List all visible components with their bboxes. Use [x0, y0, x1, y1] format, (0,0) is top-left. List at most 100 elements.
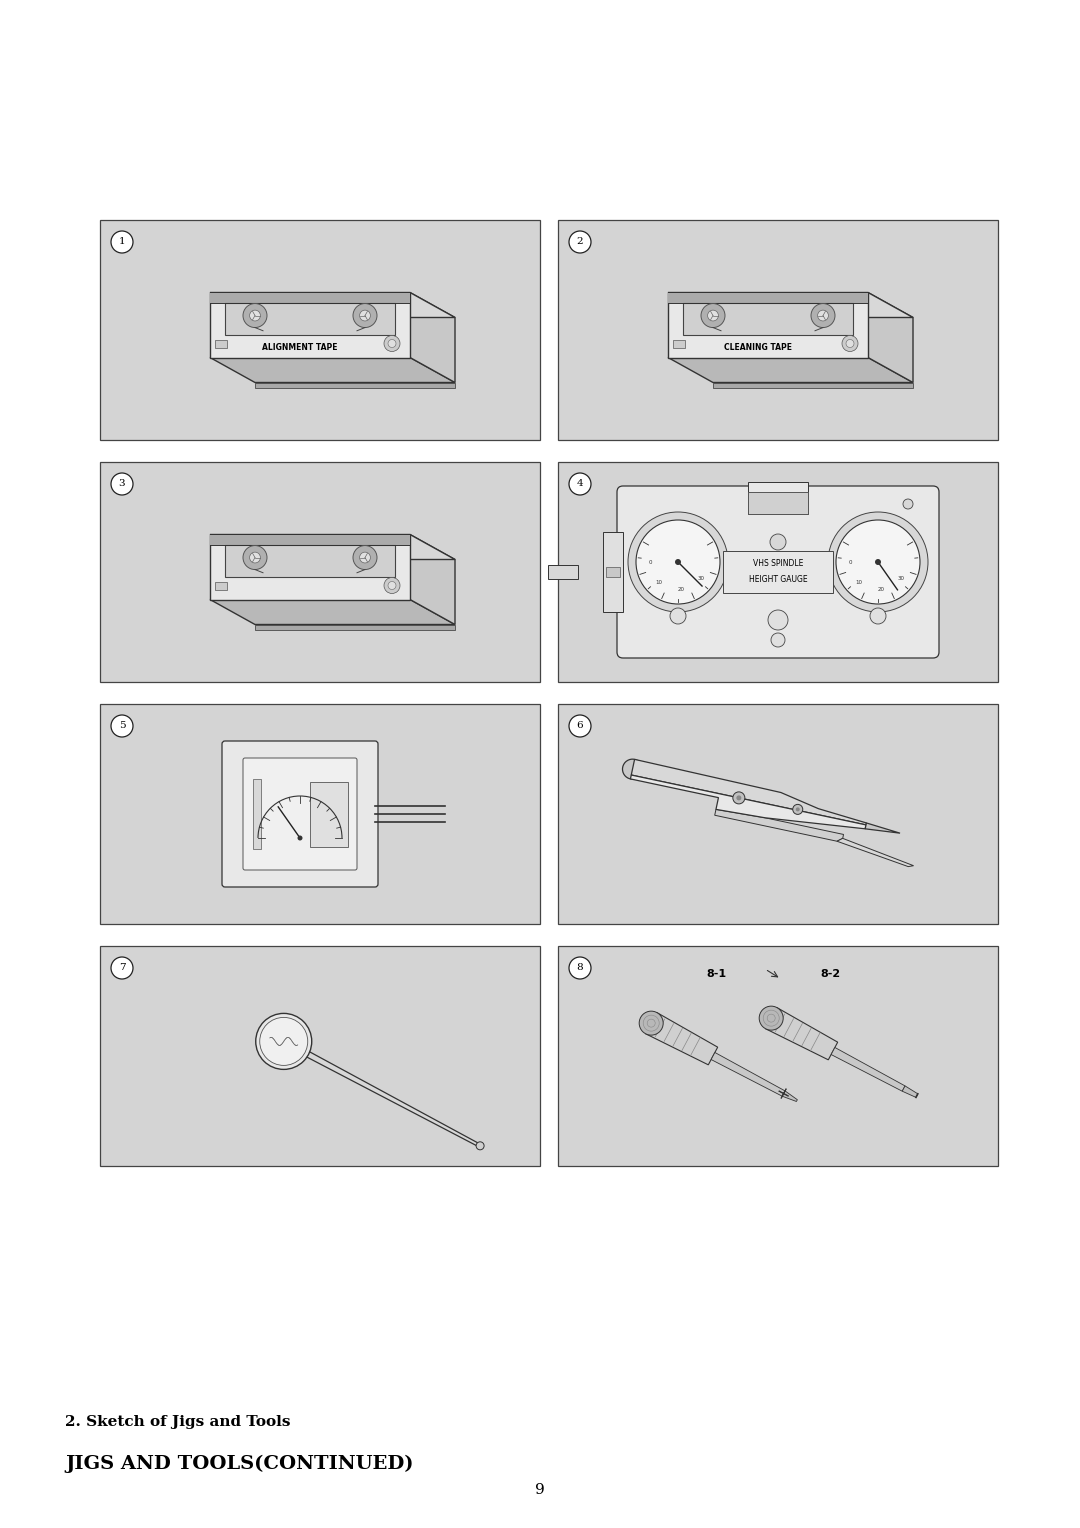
Text: CLEANING TAPE: CLEANING TAPE [724, 342, 792, 351]
Polygon shape [210, 599, 455, 625]
FancyBboxPatch shape [222, 741, 378, 886]
Bar [558, 704, 998, 924]
Polygon shape [255, 382, 455, 388]
Text: VHS SPINDLE: VHS SPINDLE [753, 559, 804, 568]
Bar [748, 492, 808, 513]
Circle shape [811, 304, 835, 327]
Bar [723, 552, 833, 593]
Circle shape [670, 608, 686, 623]
Bar [210, 292, 410, 303]
Circle shape [384, 578, 400, 593]
Text: 0: 0 [848, 559, 852, 564]
Circle shape [770, 533, 786, 550]
Circle shape [793, 804, 802, 814]
Polygon shape [837, 839, 914, 866]
Bar [669, 292, 868, 303]
Bar [558, 946, 998, 1166]
Circle shape [353, 304, 377, 327]
Polygon shape [766, 1007, 838, 1060]
Text: 10: 10 [656, 581, 663, 585]
Circle shape [759, 1005, 783, 1030]
Text: 1: 1 [119, 237, 125, 246]
Circle shape [249, 552, 260, 562]
Polygon shape [782, 1091, 797, 1102]
Text: 2. Sketch of Jigs and Tools: 2. Sketch of Jigs and Tools [65, 1415, 291, 1429]
Text: 4: 4 [577, 480, 583, 489]
Circle shape [569, 474, 591, 495]
Circle shape [388, 339, 396, 347]
Polygon shape [669, 292, 913, 318]
Circle shape [384, 336, 400, 351]
Text: HEIGHT GAUGE: HEIGHT GAUGE [748, 576, 808, 585]
Polygon shape [902, 1086, 918, 1097]
Bar [100, 946, 540, 1166]
Circle shape [903, 500, 913, 509]
Text: 8: 8 [577, 964, 583, 972]
Polygon shape [410, 292, 455, 382]
Bar [210, 535, 410, 544]
Text: 2: 2 [577, 237, 583, 246]
Bar [225, 545, 395, 576]
Text: 6: 6 [577, 721, 583, 730]
Text: 20: 20 [677, 587, 685, 593]
Bar [215, 339, 227, 347]
Polygon shape [713, 382, 913, 388]
Circle shape [111, 231, 133, 254]
Circle shape [701, 304, 725, 327]
Circle shape [796, 807, 800, 811]
Bar [210, 292, 410, 358]
Circle shape [259, 1018, 308, 1065]
Text: 20: 20 [877, 587, 885, 593]
Circle shape [846, 339, 854, 347]
Circle shape [111, 474, 133, 495]
Polygon shape [302, 1050, 481, 1148]
Circle shape [828, 512, 928, 613]
Text: 7: 7 [119, 964, 125, 972]
Bar [603, 532, 623, 613]
Circle shape [818, 310, 828, 321]
Bar [225, 303, 395, 335]
Text: JIGS AND TOOLS(CONTINUED): JIGS AND TOOLS(CONTINUED) [65, 1455, 414, 1473]
Circle shape [875, 559, 881, 565]
Polygon shape [410, 535, 455, 625]
Bar [548, 565, 578, 579]
Circle shape [768, 610, 788, 630]
Polygon shape [868, 292, 913, 382]
Polygon shape [210, 358, 455, 382]
Polygon shape [669, 358, 913, 382]
Bar [215, 582, 227, 590]
Circle shape [836, 520, 920, 604]
Polygon shape [631, 759, 866, 825]
FancyBboxPatch shape [617, 486, 939, 659]
Circle shape [870, 608, 886, 623]
FancyBboxPatch shape [243, 758, 357, 869]
Bar [669, 292, 868, 358]
Circle shape [569, 957, 591, 979]
Circle shape [360, 310, 370, 321]
Text: 8-1: 8-1 [706, 969, 726, 979]
Polygon shape [646, 1013, 718, 1065]
Polygon shape [210, 292, 455, 318]
Bar [673, 339, 685, 347]
Circle shape [243, 304, 267, 327]
Circle shape [737, 796, 741, 801]
Bar [310, 781, 348, 847]
Circle shape [622, 759, 643, 779]
Circle shape [111, 715, 133, 736]
Bar [100, 704, 540, 924]
Circle shape [707, 310, 718, 321]
Circle shape [675, 559, 681, 565]
Circle shape [388, 582, 396, 590]
Bar [748, 481, 808, 513]
Bar [683, 303, 853, 335]
Polygon shape [255, 625, 455, 630]
Circle shape [627, 512, 728, 613]
Polygon shape [865, 824, 900, 833]
Circle shape [111, 957, 133, 979]
Text: 30: 30 [897, 576, 904, 581]
Circle shape [243, 545, 267, 570]
Circle shape [360, 552, 370, 562]
Bar [253, 779, 261, 850]
Circle shape [569, 715, 591, 736]
Circle shape [771, 633, 785, 646]
